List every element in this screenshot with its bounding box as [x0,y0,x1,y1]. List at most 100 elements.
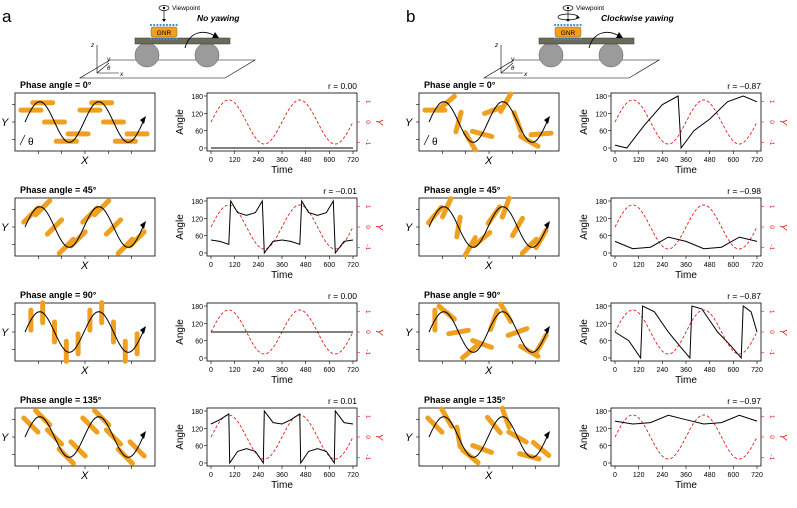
viewpoint-label: Viewpoint [576,5,604,12]
viewpoint-label: Viewpoint [172,5,200,12]
axis-x-label: X [80,155,89,167]
time-tick-label: 600 [323,472,335,479]
angle-tick-label: 120 [191,426,203,433]
angle-axis-label: Angle [175,109,186,135]
y-right-tick-label: 1 [364,100,371,104]
time-tick-label: 0 [613,367,617,374]
angle-series [210,199,354,255]
y-right-tick-label: 1 [768,310,775,314]
theta-marker: θ [28,137,34,148]
trajectory-frame [418,92,560,152]
time-tick-label: 480 [300,262,312,269]
time-tick-label: 600 [323,157,335,164]
gnr-rod [554,26,582,38]
axis-y-label: Y [1,432,9,444]
right-axis-label: Y [777,119,788,127]
time-tick-label: 480 [704,367,716,374]
trajectory-plot: Phase angle = 90° Y X [405,290,560,377]
ligand-dot [560,23,563,27]
time-tick-label: 240 [656,472,668,479]
sine-reference-series [210,99,354,145]
ball-left [538,42,564,68]
trajectory-plot: Phase angle = 45° Y X [1,185,156,272]
y-right-tick-label: 0 [768,435,775,439]
time-tick-label: 600 [727,472,739,479]
angle-time-chart: r = 0.00 0 60 120 180 0 120 240 360 480 600 720 1 0 -1… [175,291,384,386]
angle-axis-label: Angle [175,319,186,345]
y-right-tick-label: -1 [364,139,371,145]
ligand-dot [149,37,153,41]
trajectory-arrowhead [140,221,146,229]
ligand-dot [573,37,576,41]
angle-tick-label: 0 [199,146,203,153]
y-right-tick-label: 0 [364,330,371,334]
correlation-label: r = –0.87 [727,81,761,91]
time-tick-label: 720 [751,472,763,479]
axis-y-label: Y [405,432,413,444]
time-tick-label: 120 [633,367,645,374]
angle-series [210,409,354,465]
time-axis-label: Time [271,270,293,281]
angle-tick-label: 180 [595,304,607,311]
ligand-dot [557,37,560,41]
phase-angle-label: Phase angle = 90° [20,290,97,300]
panel-letter: a [2,7,12,26]
ligand-dot [553,37,557,41]
right-axis-label: Y [777,434,788,442]
angle-tick-label: 120 [595,216,607,223]
trajectory-line [428,311,548,353]
angle-tick-label: 60 [195,444,203,451]
time-tick-label: 240 [252,367,264,374]
ball-left [134,42,160,68]
phase-angle-label: Phase angle = 0° [424,80,496,90]
ligand-dot [156,23,159,27]
phase-angle-label: Phase angle = 45° [20,185,97,195]
view-arrow-head [566,19,570,22]
axis-y-label: Y [1,327,9,339]
time-tick-label: 120 [229,262,241,269]
trajectory-line [24,101,144,143]
panel-letter: b [406,7,415,26]
trajectory-arrowhead [140,116,146,124]
ligand-dot [169,37,172,41]
y-right-tick-label: 1 [364,415,371,419]
mode-label: Clockwise yawing [601,13,675,23]
correlation-label: r = –0.98 [727,186,761,196]
trajectory-arrowhead [544,116,550,124]
angle-tick-label: 60 [599,129,607,136]
ligand-dot [172,23,175,27]
correlation-label: r = 0.00 [328,291,357,301]
ball-right [598,42,624,68]
time-tick-label: 360 [276,472,288,479]
angle-tick-label: 60 [599,444,607,451]
sine-reference-series [210,414,354,460]
sine-reference-series [614,414,758,460]
angle-axis-label: Angle [579,424,590,450]
axis-y-label: Y [405,117,413,129]
time-tick-label: 0 [209,157,213,164]
z-label: z [494,42,499,49]
time-tick-label: 0 [209,472,213,479]
yaw-arrow-head [576,15,580,19]
phase-angle-label: Phase angle = 90° [424,290,501,300]
ligand-dot [153,23,156,27]
time-tick-label: 360 [680,367,692,374]
sine-reference-series [614,309,758,355]
eye-pupil [566,6,570,10]
time-tick-label: 480 [300,472,312,479]
trajectory-arrowhead [140,326,146,334]
correlation-label: r = 0.01 [328,396,357,406]
phase-angle-label: Phase angle = 135° [20,395,102,405]
rolling-arrow [588,31,620,49]
ligand-dot [149,23,153,27]
ligand-dot [557,23,560,27]
y-right-tick-label: -1 [364,454,371,460]
ligand-dot [553,23,557,27]
y-label: y [510,56,515,63]
ligand-dot [153,37,156,41]
angle-tick-label: 120 [191,216,203,223]
ligand-dot [165,23,169,27]
angle-tick-label: 60 [195,234,203,241]
